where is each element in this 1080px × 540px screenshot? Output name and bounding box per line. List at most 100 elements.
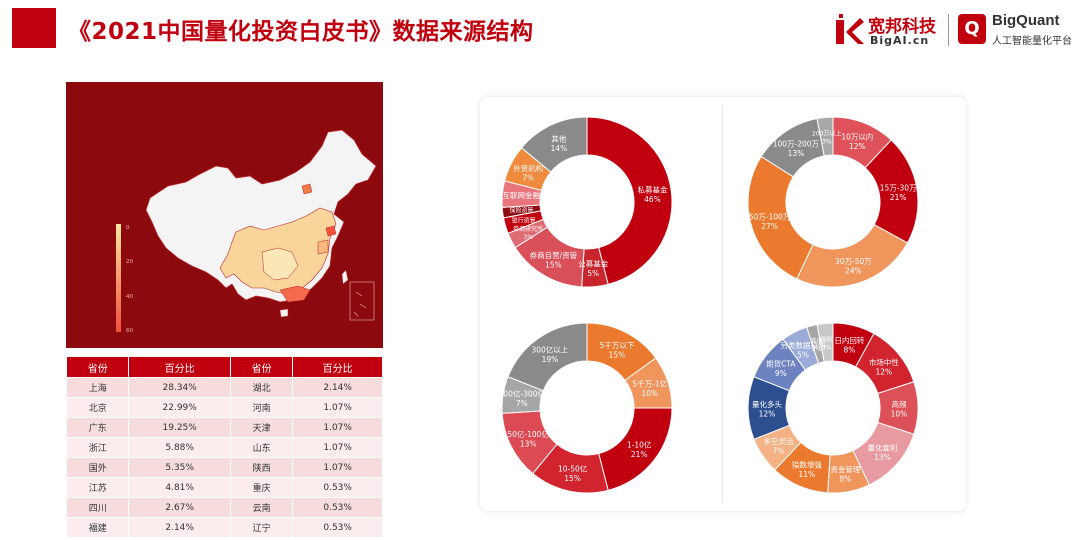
slice-value-label: 5% xyxy=(797,351,809,360)
slice-label: 30万-50万 xyxy=(835,257,872,266)
slice-label: 5千万-1亿 xyxy=(632,379,667,389)
region-taiwan xyxy=(341,269,349,285)
slice-value-label: 27% xyxy=(761,222,778,231)
slice-value-label: 13% xyxy=(520,439,537,448)
table-cell: 0.53% xyxy=(292,517,383,538)
donut-chart-strategy-type: 日内回转8%市场中性12%高频10%量化套利13%资金管理8%指数增强11%多空… xyxy=(747,322,919,494)
brand-name-cn: 宽邦科技 xyxy=(868,17,936,37)
slice-label: 指数增强 xyxy=(792,460,822,470)
table-cell: 四川 xyxy=(65,497,130,518)
table-cell: 19.25% xyxy=(128,417,231,438)
slice-value-label: 21% xyxy=(631,450,648,459)
china-map-panel: 0 20 40 60 xyxy=(66,82,383,348)
table-cell: 1.07% xyxy=(292,457,383,478)
slice-label: 期权 xyxy=(821,335,833,343)
kuanbang-logo-icon xyxy=(836,14,864,44)
donut-chart-aum-scale: 5千万以下15%5千万-1亿10%1-10亿21%10-50亿15%50亿-10… xyxy=(499,322,673,494)
slice-value-label: 3% xyxy=(523,234,533,241)
slice-value-label: 15% xyxy=(609,351,626,360)
table-row: 上海 28.34% 湖北 2.14% xyxy=(65,377,383,398)
slice-label: 期货CTA xyxy=(766,359,796,369)
slice-value-label: 9% xyxy=(775,369,787,378)
slice-label: 高频 xyxy=(892,399,907,409)
slice-value-label: 10% xyxy=(641,389,658,398)
table-cell: 湖北 xyxy=(229,377,294,398)
slice-value-label: 11% xyxy=(798,470,815,479)
slice-label: 100万-200万 xyxy=(773,139,820,148)
slice-value-label: 15% xyxy=(564,474,581,483)
slice-label: 10-50亿 xyxy=(558,463,588,473)
slice-value-label: 2% xyxy=(812,346,822,353)
slice-label: 资金管理 xyxy=(830,464,860,474)
slice-value-label: 8% xyxy=(839,474,851,483)
slice-value-label: 12% xyxy=(849,142,866,151)
donut-slice xyxy=(747,155,814,280)
legend-tick-label: 60 xyxy=(126,328,133,334)
region-shanghai xyxy=(325,225,337,237)
slice-label: 互联网金融 xyxy=(503,190,541,200)
slice-label: 其他 xyxy=(811,337,823,345)
donut-slice xyxy=(816,116,834,157)
brand-divider xyxy=(948,14,949,46)
table-row: 福建 2.14% 辽宁 0.53% xyxy=(65,517,383,538)
legend-tick-label: 20 xyxy=(126,259,133,265)
table-cell: 5.35% xyxy=(128,457,231,478)
table-cell: 1.07% xyxy=(292,417,383,438)
table-cell: 0.53% xyxy=(292,477,383,498)
slice-value-label: 24% xyxy=(845,266,862,275)
table-cell: 河南 xyxy=(229,397,294,418)
table-row: 浙江 5.88% 山东 1.07% xyxy=(65,437,383,458)
table-cell: 重庆 xyxy=(229,477,294,498)
slice-value-label: 7% xyxy=(522,174,534,183)
region-zhejiang xyxy=(317,239,329,255)
table-cell: 天津 xyxy=(229,417,294,438)
slice-value-label: 13% xyxy=(788,149,805,158)
slice-label: 券商自营/资管 xyxy=(530,250,578,260)
table-cell: 上海 xyxy=(65,377,130,398)
table-cell: 北京 xyxy=(65,397,130,418)
slice-value-label: 10% xyxy=(891,410,908,419)
table-cell: 5.88% xyxy=(128,437,231,458)
panel-divider xyxy=(722,105,723,503)
table-cell: 0.53% xyxy=(292,497,383,518)
slice-label: 1-10亿 xyxy=(627,439,652,449)
title-accent-block xyxy=(12,8,56,48)
slice-value-label: 13% xyxy=(874,453,891,462)
table-cell: 云南 xyxy=(229,497,294,518)
table-header-cell: 省份 xyxy=(65,356,130,378)
slice-value-label: 7% xyxy=(772,447,784,456)
table-cell: 国外 xyxy=(65,457,130,478)
donut-slice xyxy=(586,116,673,285)
slice-value-label: 14% xyxy=(551,144,568,153)
table-cell: 1.07% xyxy=(292,437,383,458)
legend-tick-label: 0 xyxy=(126,225,130,231)
table-cell: 陕西 xyxy=(229,457,294,478)
slice-label: 50万-100万 xyxy=(749,212,791,221)
table-cell: 2.14% xyxy=(128,517,231,538)
slice-label: 另类数据投研 xyxy=(781,340,826,350)
china-map: 0 20 40 60 xyxy=(116,129,377,334)
slice-value-label: 5% xyxy=(587,269,599,278)
slice-value-label: 46% xyxy=(644,195,661,204)
table-header-cell: 省份 xyxy=(229,356,294,378)
south-china-sea-inset xyxy=(349,281,375,321)
table-cell: 4.81% xyxy=(128,477,231,498)
slice-label: 私募基金 xyxy=(637,185,667,195)
bigquant-tagline: 人工智能量化平台 xyxy=(992,36,1072,47)
slice-label: 券商研究所 xyxy=(513,225,543,233)
slice-value-label: 8% xyxy=(843,346,855,355)
region-hainan xyxy=(279,308,289,318)
table-cell: 山东 xyxy=(229,437,294,458)
slice-value-label: 3% xyxy=(822,138,832,145)
slice-value-label: 15% xyxy=(545,260,562,269)
slice-label: 其他 xyxy=(551,133,566,143)
region-beijing xyxy=(301,183,313,195)
table-header-cell: 百分比 xyxy=(128,356,231,378)
map-legend: 0 20 40 60 xyxy=(116,224,133,334)
slice-label: 外资机构 xyxy=(513,163,543,173)
slice-label: 日内回转 xyxy=(834,335,864,345)
donut-charts-panel: 私募基金 46% 公募基金 5% 券商自营/资管 15% 券商研究所 3% 银行资管 保险资管 互联… xyxy=(480,97,966,511)
legend-color-bar xyxy=(116,224,121,332)
table-cell: 22.99% xyxy=(128,397,231,418)
slice-label: 200万以上 xyxy=(812,129,841,137)
